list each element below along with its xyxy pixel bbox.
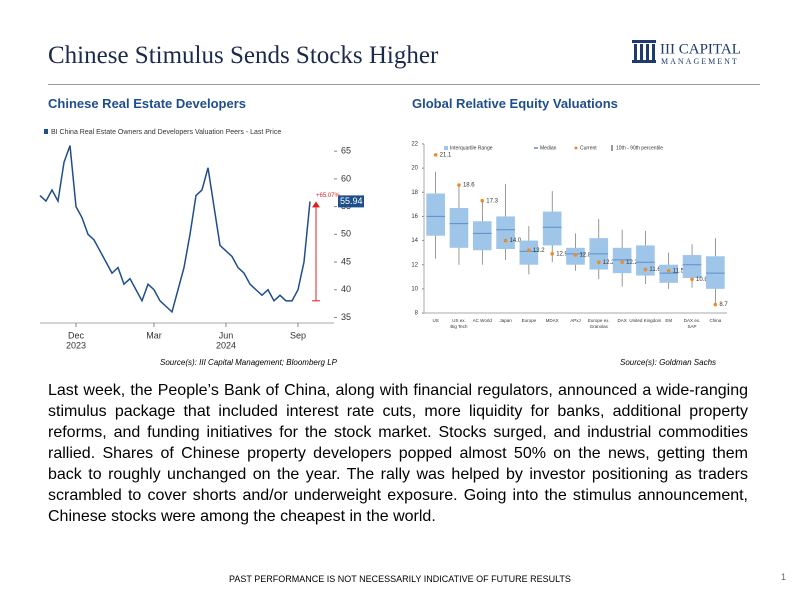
current bbox=[480, 198, 485, 203]
current-label: 13.2 bbox=[533, 248, 545, 254]
x-tick-label: Japan bbox=[499, 318, 512, 323]
iqr-box bbox=[496, 216, 515, 250]
current bbox=[573, 253, 578, 257]
iqr-box bbox=[426, 193, 445, 236]
legend-key bbox=[444, 146, 448, 150]
chart-title: Chinese Real Estate Developers bbox=[48, 96, 246, 111]
disclaimer: PAST PERFORMANCE IS NOT NECESSARILY INDI… bbox=[229, 574, 571, 584]
logo-text: III CAPITAL bbox=[660, 41, 741, 57]
chart-frame bbox=[38, 124, 366, 324]
current-label: 18.6 bbox=[463, 183, 475, 189]
y-tick-label: 14 bbox=[411, 238, 418, 244]
x-tick-label: United Kingdom bbox=[629, 318, 661, 323]
x-tick-label: AC World bbox=[473, 318, 493, 323]
y-tick-label: 40 bbox=[341, 284, 351, 294]
iqr-box bbox=[542, 211, 562, 246]
current bbox=[503, 238, 508, 243]
current-label: 11.5 bbox=[673, 268, 685, 274]
x-tick-label: DAX ex. SAP bbox=[684, 318, 701, 329]
current bbox=[690, 277, 694, 282]
current bbox=[643, 267, 648, 272]
current-label: 21.1 bbox=[440, 152, 452, 158]
current-label: 8.7 bbox=[719, 302, 728, 308]
iqr-box bbox=[682, 255, 702, 278]
legend-text: Median bbox=[540, 145, 557, 151]
legend-swatch bbox=[44, 129, 48, 134]
iqr-box bbox=[612, 247, 632, 274]
y-tick-label: 8 bbox=[415, 311, 419, 317]
page-number: 1 bbox=[780, 572, 786, 582]
x-tick-label: APxJ bbox=[570, 318, 581, 323]
y-tick-label: 12 bbox=[411, 262, 418, 268]
x-tick-label: Mar bbox=[146, 330, 162, 340]
y-tick-label: 22 bbox=[411, 142, 418, 148]
current bbox=[620, 260, 624, 265]
x-tick-label: DAX bbox=[617, 318, 626, 323]
legend-text: Current bbox=[580, 145, 597, 151]
x-tick-label: Europe bbox=[522, 318, 537, 323]
y-tick-label: 16 bbox=[411, 214, 418, 220]
x-tick-label: EM bbox=[665, 318, 672, 323]
logo-text: MANAGEMENT bbox=[661, 57, 739, 66]
current bbox=[457, 183, 461, 187]
legend-text: BI China Real Estate Owners and Develope… bbox=[51, 129, 281, 136]
slide-title: Chinese Stimulus Sends Stocks Higher bbox=[48, 42, 439, 69]
current bbox=[713, 302, 718, 307]
x-tick-label: US ex. Big Tech bbox=[450, 318, 468, 329]
y-tick-label: 60 bbox=[341, 173, 351, 183]
x-year-label: 2023 bbox=[66, 340, 86, 350]
current bbox=[666, 268, 671, 273]
y-tick-label: 20 bbox=[411, 166, 418, 172]
current-label: 14.0 bbox=[510, 238, 522, 244]
y-tick-label: 65 bbox=[341, 146, 351, 156]
y-tick-label: 18 bbox=[411, 190, 418, 196]
last-price-box bbox=[338, 195, 364, 208]
x-tick-label: Europe ex. Granolas bbox=[588, 318, 610, 329]
x-tick-label: Jun bbox=[219, 330, 234, 340]
x-tick-label: Sep bbox=[290, 330, 306, 340]
body-text: Last week, the People’s Bank of China, a… bbox=[48, 382, 748, 525]
iqr-box bbox=[472, 221, 492, 251]
current-label: 12.2 bbox=[603, 260, 615, 266]
iqr-box bbox=[706, 256, 725, 289]
y-tick-label: 50 bbox=[341, 229, 351, 239]
x-tick-label: Dec bbox=[68, 330, 85, 340]
current-label: 17.3 bbox=[486, 198, 498, 204]
current bbox=[550, 252, 554, 256]
last-price-label: 55.94 bbox=[340, 196, 363, 206]
current-label: 12.2 bbox=[626, 260, 638, 266]
x-tick-label: China bbox=[709, 318, 721, 323]
x-tick-label: MDAX bbox=[546, 318, 559, 323]
current-label: 12.9 bbox=[556, 251, 568, 257]
current bbox=[527, 248, 531, 253]
current bbox=[433, 153, 438, 157]
iqr-box bbox=[659, 264, 679, 283]
legend-text: 10th - 90th percentile bbox=[616, 145, 663, 151]
arrow-head bbox=[312, 201, 320, 208]
legend-key bbox=[574, 146, 578, 150]
iqr-box bbox=[449, 207, 469, 248]
legend-text: Interquartile Range bbox=[450, 145, 493, 151]
x-year-label: 2024 bbox=[216, 340, 236, 350]
y-tick-label: 10 bbox=[411, 286, 418, 292]
iqr-box bbox=[636, 245, 655, 276]
y-tick-label: 45 bbox=[341, 256, 351, 266]
current bbox=[597, 260, 601, 265]
annotation: +65.07% bbox=[316, 193, 341, 199]
chart-title: Global Relative Equity Valuations bbox=[412, 96, 618, 111]
x-tick-label: US bbox=[433, 318, 439, 323]
source: Source(s): III Capital Management; Bloom… bbox=[160, 358, 337, 367]
current-label: 10.8 bbox=[696, 277, 708, 283]
current-label: 12.8 bbox=[580, 253, 592, 259]
y-tick-label: 35 bbox=[341, 312, 351, 322]
iqr-box bbox=[519, 240, 539, 265]
source: Source(s): Goldman Sachs bbox=[620, 358, 717, 367]
current-label: 11.6 bbox=[649, 267, 661, 273]
logo: III CAPITAL MANAGEMENT bbox=[632, 40, 741, 66]
title-rule bbox=[48, 84, 760, 85]
price-line bbox=[39, 145, 311, 314]
